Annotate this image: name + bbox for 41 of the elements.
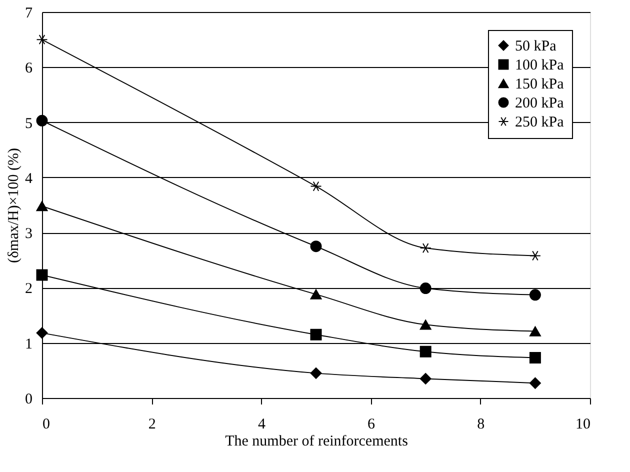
y-tick-label: 2 bbox=[25, 281, 32, 298]
x-tick-label: 10 bbox=[576, 416, 590, 432]
point bbox=[529, 250, 541, 261]
legend-label: 250 kPa bbox=[515, 114, 564, 130]
y-tick-label: 5 bbox=[25, 116, 32, 132]
point bbox=[529, 289, 541, 301]
legend-label: 150 kPa bbox=[515, 76, 564, 92]
point bbox=[310, 328, 322, 340]
point bbox=[36, 327, 48, 339]
x-tick-label: 0 bbox=[42, 416, 50, 432]
y-tick-label: 3 bbox=[25, 226, 32, 242]
point bbox=[420, 282, 432, 294]
legend-label: 200 kPa bbox=[515, 96, 564, 112]
point bbox=[310, 181, 322, 192]
x-tick-label: 6 bbox=[368, 416, 376, 432]
x-tick-label: 2 bbox=[148, 416, 156, 432]
y-tick-label: 1 bbox=[25, 336, 32, 352]
point bbox=[529, 377, 541, 389]
legend-label: 100 kPa bbox=[515, 58, 564, 74]
point bbox=[310, 289, 322, 300]
x-axis-title: The number of reinforcements bbox=[225, 434, 408, 450]
legend-label: 50 kPa bbox=[515, 38, 557, 54]
y-tick-label: 4 bbox=[25, 170, 33, 187]
x-tick-label: 8 bbox=[477, 416, 485, 432]
y-tick-label: 6 bbox=[25, 60, 33, 77]
point bbox=[529, 326, 541, 336]
point bbox=[420, 346, 432, 358]
y-tick-label: 7 bbox=[25, 6, 33, 22]
point bbox=[310, 240, 322, 252]
x-tick-label: 4 bbox=[258, 416, 266, 432]
point bbox=[529, 352, 541, 364]
point bbox=[420, 372, 432, 384]
point bbox=[420, 242, 432, 254]
y-axis-title: (δmax/H)×100 (%) bbox=[6, 148, 22, 264]
point bbox=[36, 269, 48, 281]
y-tick-label: 0 bbox=[25, 392, 32, 408]
point bbox=[36, 201, 48, 212]
point bbox=[36, 114, 48, 126]
point bbox=[420, 320, 432, 330]
point bbox=[36, 34, 48, 45]
point bbox=[310, 367, 322, 379]
